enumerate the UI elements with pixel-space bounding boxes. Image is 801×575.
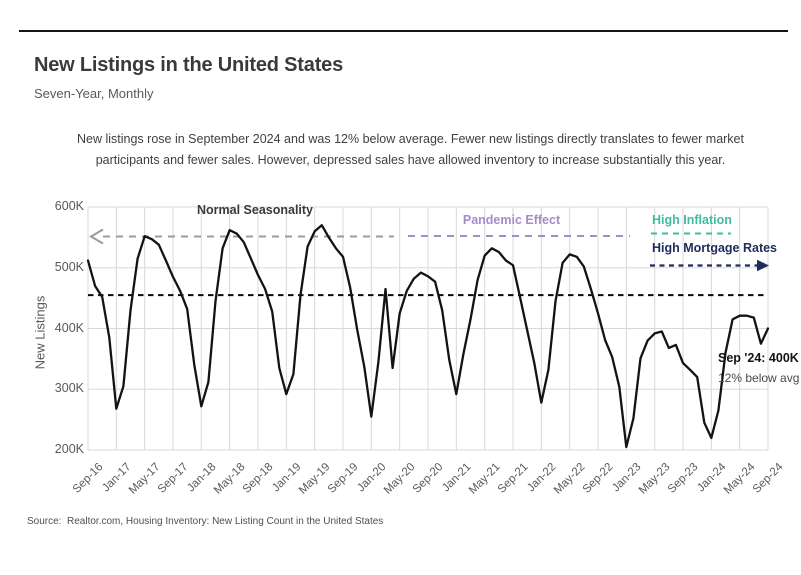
right-arrow-icon bbox=[757, 259, 769, 272]
y-tick-label: 300K bbox=[54, 381, 84, 396]
line-series-new-listings bbox=[86, 224, 770, 449]
label-below-average: 12% below avg bbox=[718, 371, 800, 385]
chart-commentary-line2: participants and fewer sales. However, d… bbox=[95, 153, 726, 167]
y-tick-label: 200K bbox=[54, 442, 84, 456]
chart-commentary: New listings rose in September 2024 and … bbox=[20, 129, 801, 171]
annotation-pandemic-effect: Pandemic Effect bbox=[462, 213, 561, 227]
header-divider-line bbox=[19, 30, 788, 32]
left-arrow-icon bbox=[89, 228, 104, 245]
page-subtitle: Seven-Year, Monthly bbox=[34, 86, 154, 101]
chart-commentary-line1: New listings rose in September 2024 and … bbox=[77, 132, 744, 146]
annotation-high-inflation: High Inflation bbox=[652, 213, 732, 227]
page-title: New Listings in the United States bbox=[34, 54, 343, 76]
label-latest-value: Sep '24: 400K bbox=[718, 351, 799, 365]
source-attribution: Source: Realtor.com, Housing Inventory: … bbox=[27, 516, 384, 527]
y-tick-label: 500K bbox=[54, 259, 84, 274]
y-tick-label: 600K bbox=[54, 199, 84, 213]
annotation-normal-seasonality: Normal Seasonality bbox=[196, 203, 313, 217]
y-tick-label: 400K bbox=[54, 320, 84, 335]
annotation-high-mortgage-rates: High Mortgage Rates bbox=[652, 241, 778, 255]
